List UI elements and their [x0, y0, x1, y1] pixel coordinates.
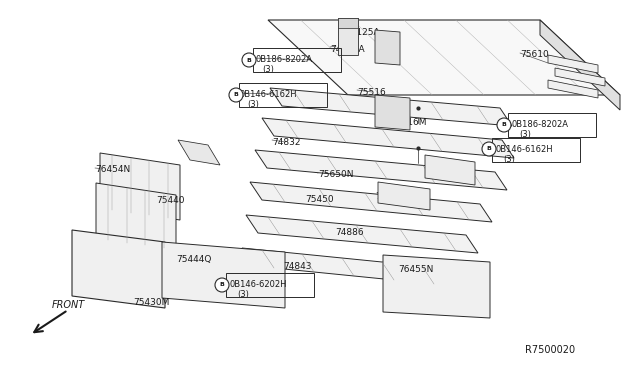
Text: (3): (3)	[519, 130, 531, 139]
Bar	[239, 83, 327, 107]
Text: 75516: 75516	[357, 88, 386, 97]
Text: (3): (3)	[237, 290, 249, 299]
Polygon shape	[375, 30, 400, 65]
Polygon shape	[96, 183, 176, 250]
Polygon shape	[100, 153, 180, 220]
Polygon shape	[425, 155, 475, 185]
Text: 75430M: 75430M	[133, 298, 170, 307]
Circle shape	[215, 278, 229, 292]
Circle shape	[482, 142, 496, 156]
Text: 75516M: 75516M	[390, 118, 426, 127]
Text: 74832: 74832	[272, 138, 301, 147]
Bar	[226, 273, 314, 297]
Text: 74125A: 74125A	[345, 28, 380, 37]
Polygon shape	[255, 150, 507, 190]
Bar	[508, 113, 596, 137]
Text: 74886: 74886	[335, 228, 364, 237]
Text: FRONT: FRONT	[52, 300, 85, 310]
Polygon shape	[383, 255, 490, 318]
Polygon shape	[268, 20, 620, 95]
Polygon shape	[378, 182, 430, 210]
Text: 75444Q: 75444Q	[176, 255, 211, 264]
Text: R7500020: R7500020	[525, 345, 575, 355]
Bar	[492, 138, 580, 162]
Circle shape	[242, 53, 256, 67]
Text: 75450: 75450	[305, 195, 333, 204]
Text: B: B	[486, 147, 492, 151]
Text: 0B146-6202H: 0B146-6202H	[229, 280, 287, 289]
Polygon shape	[178, 140, 220, 165]
Circle shape	[229, 88, 243, 102]
Text: 0B186-8202A: 0B186-8202A	[512, 120, 569, 129]
Polygon shape	[338, 18, 358, 28]
Polygon shape	[555, 68, 605, 86]
Text: (3): (3)	[247, 100, 259, 109]
Bar	[253, 48, 341, 72]
Text: 74123A: 74123A	[330, 45, 365, 54]
Text: 0B186-8202A: 0B186-8202A	[255, 55, 312, 64]
Polygon shape	[162, 242, 285, 308]
Text: (3): (3)	[262, 65, 274, 74]
Text: B: B	[220, 282, 225, 288]
Text: 75610: 75610	[520, 50, 548, 59]
Polygon shape	[72, 230, 165, 308]
Text: 74843: 74843	[283, 262, 312, 271]
Text: B: B	[502, 122, 506, 128]
Text: 76455N: 76455N	[398, 265, 433, 274]
Polygon shape	[338, 18, 358, 55]
Text: 75650N: 75650N	[318, 170, 353, 179]
Polygon shape	[250, 182, 492, 222]
Text: 74813: 74813	[375, 192, 404, 201]
Polygon shape	[262, 118, 514, 158]
Text: 0B146-6162H: 0B146-6162H	[240, 90, 298, 99]
Text: B: B	[234, 93, 239, 97]
Text: 75440: 75440	[156, 196, 184, 205]
Text: 76454N: 76454N	[95, 165, 131, 174]
Text: 75480: 75480	[430, 162, 459, 171]
Text: 0B146-6162H: 0B146-6162H	[496, 145, 554, 154]
Circle shape	[497, 118, 511, 132]
Text: (3): (3)	[503, 155, 515, 164]
Text: B: B	[246, 58, 252, 62]
Polygon shape	[540, 20, 620, 110]
Polygon shape	[375, 95, 410, 130]
Polygon shape	[246, 215, 478, 253]
Polygon shape	[270, 88, 512, 126]
Polygon shape	[548, 80, 598, 98]
Polygon shape	[548, 55, 598, 73]
Polygon shape	[242, 248, 454, 286]
